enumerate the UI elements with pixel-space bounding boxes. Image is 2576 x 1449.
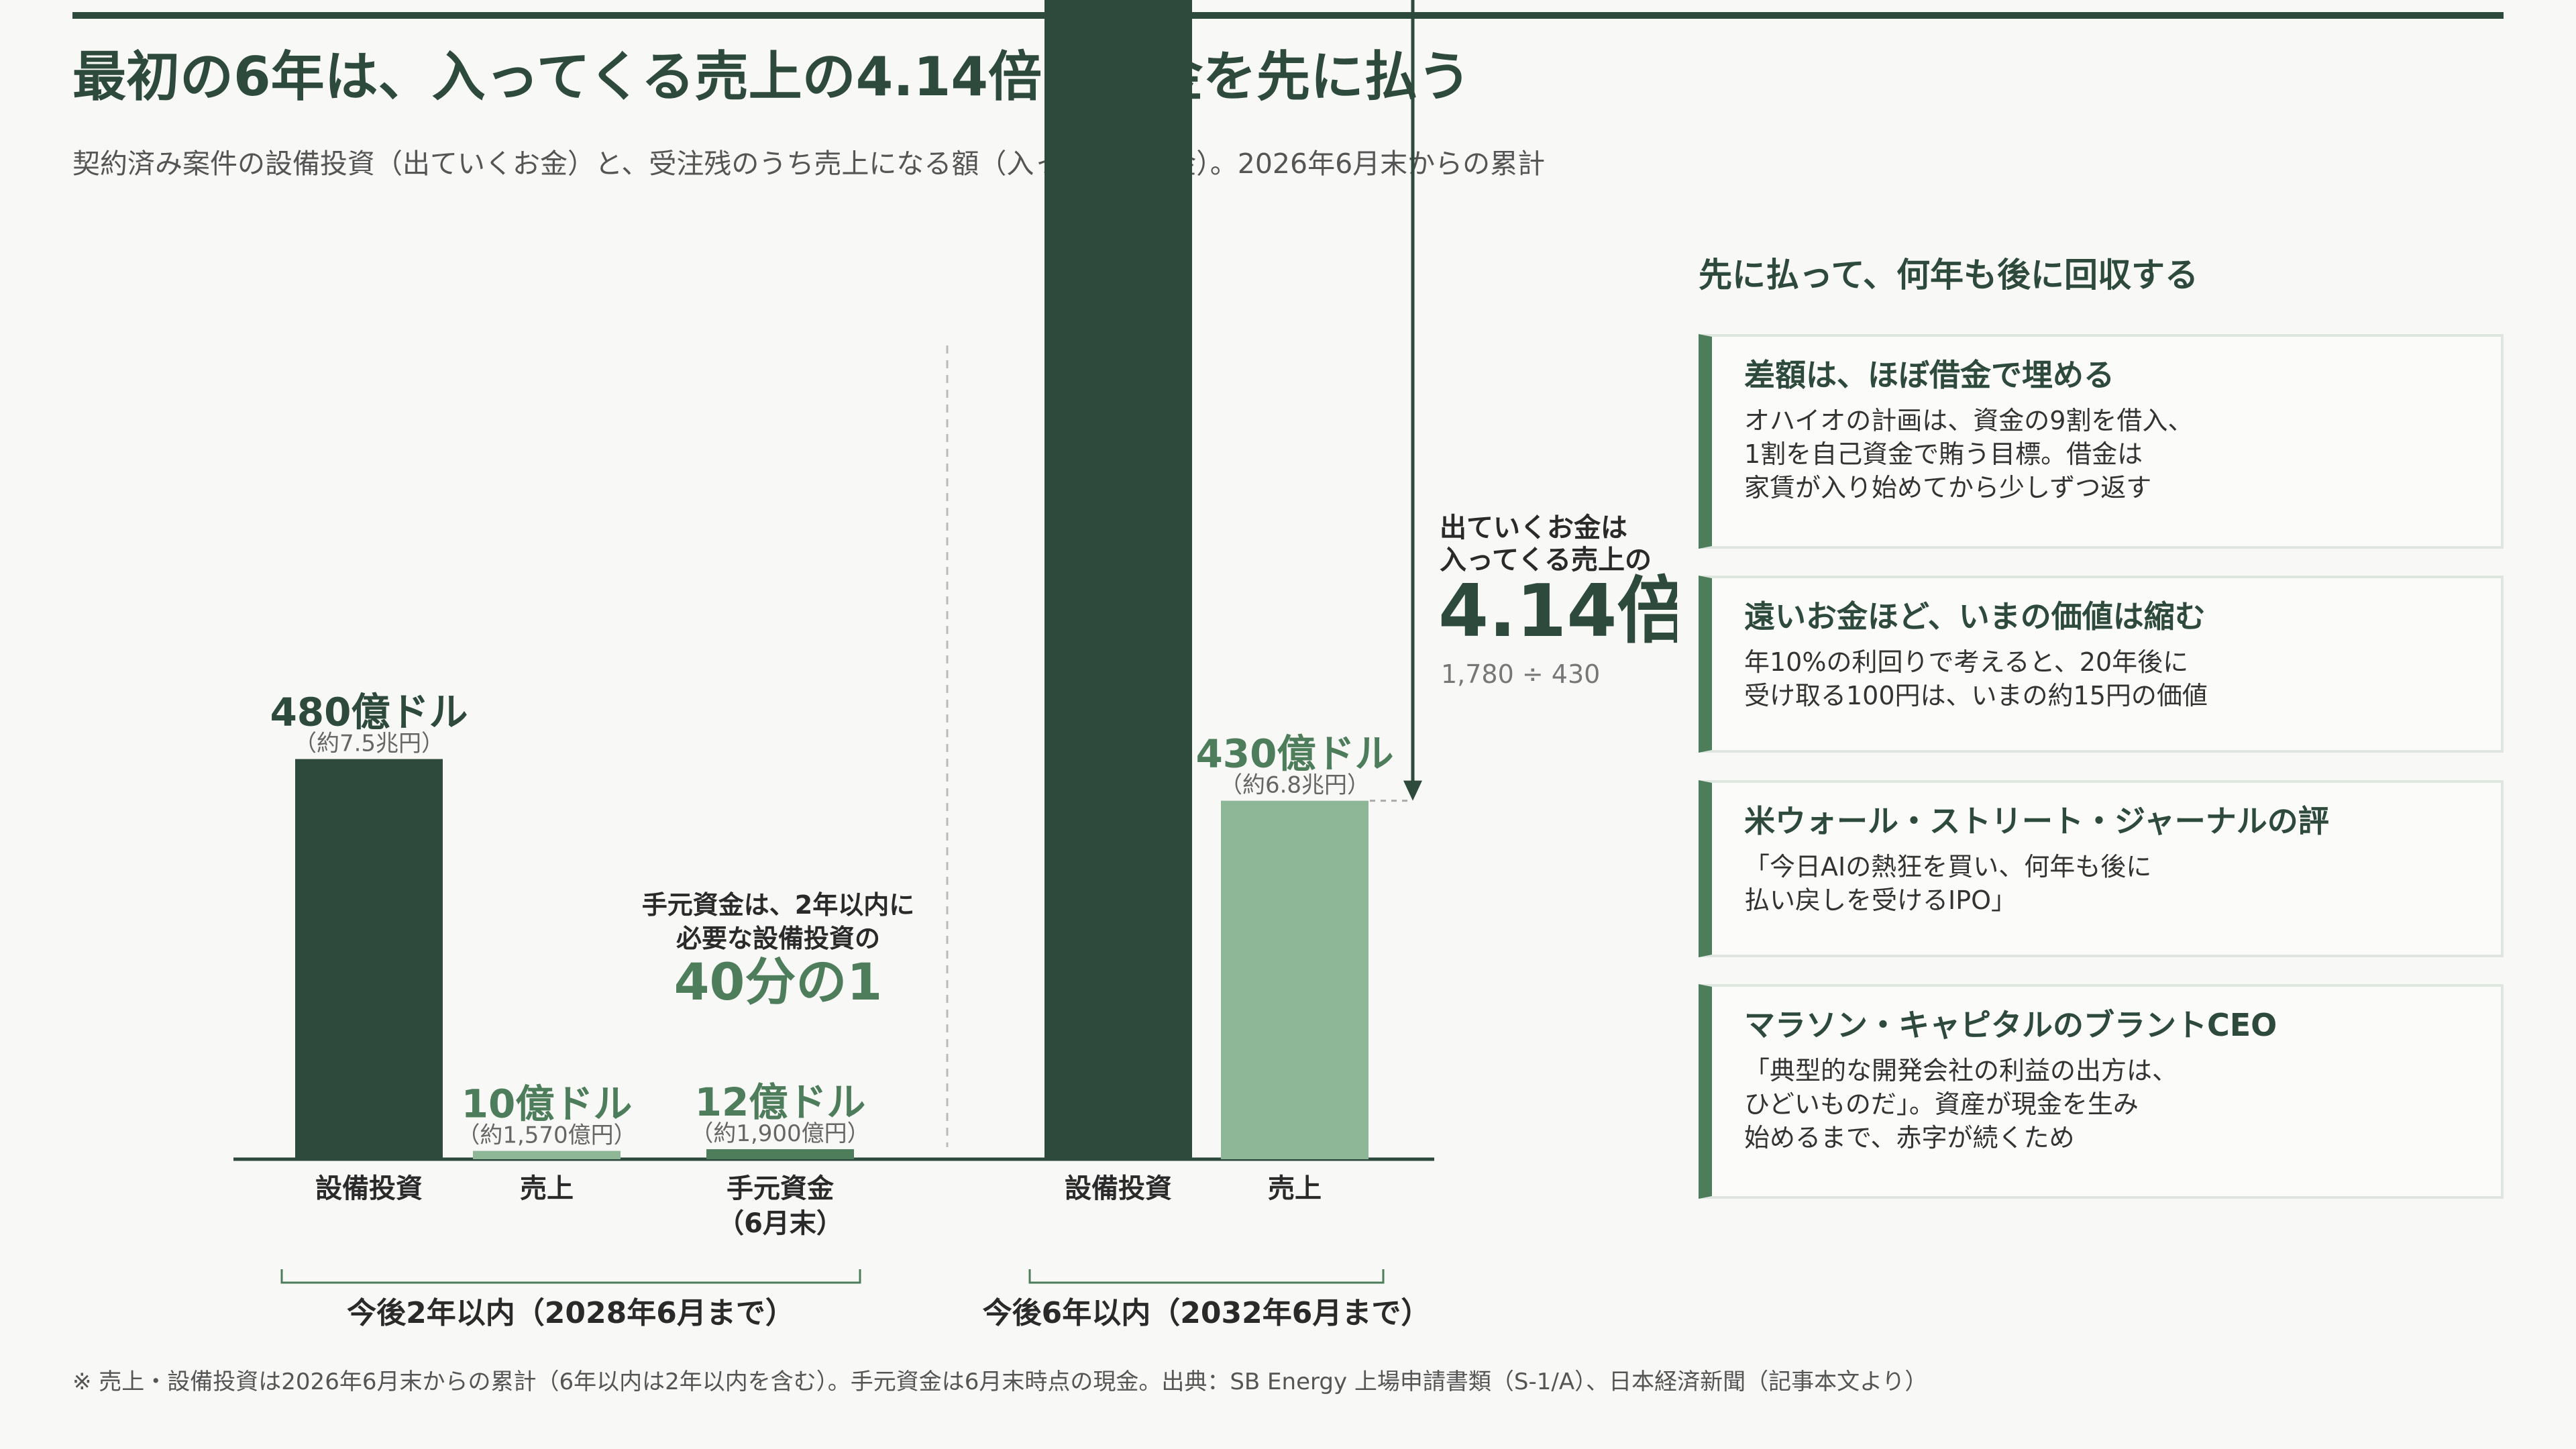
card-title: マラソン・キャピタルのブラントCEO xyxy=(1744,1007,2277,1043)
group-bracket xyxy=(280,1269,861,1284)
ratio-note-formula: 1,780 ÷ 430 xyxy=(1441,659,1600,689)
info-card-marathon: マラソン・キャピタルのブラントCEO 「典型的な開発会社の利益の出方は、 ひどい… xyxy=(1699,984,2504,1199)
card-body: 年10%の利回りで考えると、20年後に 受け取る100円は、いまの約15円の価値 xyxy=(1744,647,2208,710)
card-title: 差額は、ほぼ借金で埋める xyxy=(1744,357,2114,393)
group-label-2: 今後6年以内（2032年6月まで） xyxy=(983,1296,1431,1330)
info-card-wsj: 米ウォール・ストリート・ジャーナルの評 「今日AIの熱狂を買い、何年も後に 払い… xyxy=(1699,780,2504,957)
card-body: オハイオの計画は、資金の9割を借入、 1割を自己資金で賄う目標。借金は 家賃が入… xyxy=(1744,406,2194,502)
category-label-cash-1: 手元資金 xyxy=(727,1173,835,1204)
info-card-debt: 差額は、ほぼ借金で埋める オハイオの計画は、資金の9割を借入、 1割を自己資金で… xyxy=(1699,334,2504,549)
category-label-revenue-1: 売上 xyxy=(520,1173,574,1204)
sub-label-revenue-2: （約6.8兆円） xyxy=(1220,772,1370,799)
page-title: 最初の6年は、入ってくる売上の4.14倍のお金を先に払う xyxy=(72,46,1472,108)
cash-note-line1: 手元資金は、2年以内に xyxy=(642,890,914,920)
value-label-cash-1: 12億ドル xyxy=(695,1079,866,1125)
bar-revenue-2 xyxy=(1221,800,1368,1159)
category-label-cash-1: （6月末） xyxy=(717,1208,843,1239)
cash-note-line2: 必要な設備投資の xyxy=(676,924,880,953)
value-label-revenue-1: 10億ドル xyxy=(462,1081,633,1127)
card-body: 「今日AIの熱狂を買い、何年も後に 払い戻しを受けるIPO」 xyxy=(1744,852,2152,915)
category-label-capex-2: 設備投資 xyxy=(1065,1173,1172,1204)
info-card-discount: 遠いお金ほど、いまの価値は縮む 年10%の利回りで考えると、20年後に 受け取る… xyxy=(1699,576,2504,753)
ratio-note-line2: 入ってくる売上の xyxy=(1440,545,1652,576)
category-label-revenue-2: 売上 xyxy=(1268,1173,1322,1204)
group-bracket xyxy=(1028,1269,1385,1284)
category-label-capex-1: 設備投資 xyxy=(315,1173,423,1204)
card-body: 「典型的な開発会社の利益の出方は、 ひどいものだ」。資産が現金を生み 始めるまで… xyxy=(1744,1056,2178,1152)
card-title: 米ウォール・ストリート・ジャーナルの評 xyxy=(1744,803,2329,839)
sub-label-cash-1: （約1,900億円） xyxy=(690,1120,869,1147)
bar-capex-1 xyxy=(295,759,443,1159)
ratio-note-line1: 出ていくお金は xyxy=(1440,513,1627,543)
bar-chart: 480億ドル（約7.5兆円） 設備投資 10億ドル（約1,570億円） 売上 12億ドル… xyxy=(233,0,1677,1330)
footnote: ※ 売上・設備投資は2026年6月末からの累計（6年以内は2年以内を含む）。手元… xyxy=(72,1368,1928,1395)
bar-cash-1 xyxy=(706,1149,854,1159)
bar-revenue-1 xyxy=(473,1150,621,1159)
cash-note-emphasis: 40分の1 xyxy=(674,952,883,1012)
bar-capex-2 xyxy=(1044,0,1192,1160)
page-subtitle: 契約済み案件の設備投資（出ていくお金）と、受注残のうち売上になる額（入ってくるお… xyxy=(72,148,1546,180)
ratio-note-emphasis: 4.14倍 xyxy=(1438,570,1677,653)
group-label-1: 今後2年以内（2028年6月まで） xyxy=(347,1296,795,1330)
sidebar-heading: 先に払って、何年も後に回収する xyxy=(1699,256,2198,294)
sub-label-capex-1: （約7.5兆円） xyxy=(294,731,444,757)
ratio-arrow-head-down xyxy=(1403,780,1422,801)
sub-label-revenue-1: （約1,570億円） xyxy=(457,1122,636,1149)
top-rule xyxy=(72,12,2504,19)
value-label-revenue-2: 430億ドル xyxy=(1195,731,1393,777)
card-title: 遠いお金ほど、いまの価値は縮む xyxy=(1744,598,2206,635)
value-label-capex-1: 480億ドル xyxy=(270,690,468,735)
